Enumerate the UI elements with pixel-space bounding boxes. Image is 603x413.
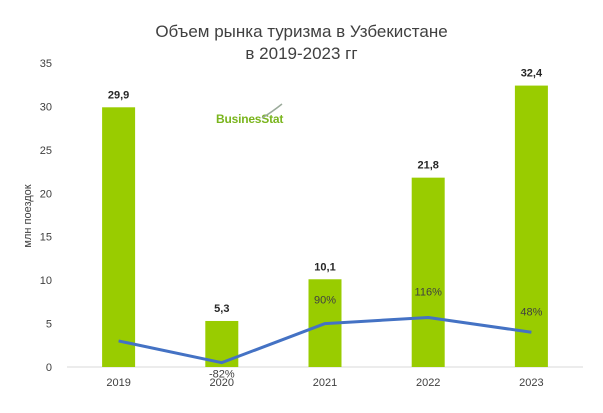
logo-swoosh — [261, 103, 283, 119]
x-tick-label: 2020 — [210, 377, 234, 389]
y-tick-label: 10 — [40, 275, 52, 287]
growth-label: -82% — [209, 369, 235, 381]
chart-title-line1: Объем рынка туризма в Узбекистане — [155, 22, 448, 41]
x-tick-label: 2019 — [106, 377, 130, 389]
bar-value-label: 10,1 — [314, 261, 335, 273]
x-tick-label: 2022 — [416, 377, 440, 389]
x-tick-label: 2023 — [519, 377, 543, 389]
growth-label: 90% — [314, 295, 336, 307]
y-tick-label: 35 — [40, 58, 52, 70]
y-tick-label: 0 — [46, 362, 52, 374]
y-tick-label: 30 — [40, 101, 52, 113]
bar — [514, 85, 548, 367]
growth-line — [118, 315, 532, 365]
y-tick-label: 15 — [40, 232, 52, 244]
bar-value-label: 5,3 — [214, 303, 229, 315]
y-tick-label: 20 — [40, 188, 52, 200]
y-tick-label: 5 — [46, 319, 52, 331]
growth-label: 48% — [520, 306, 542, 318]
bar — [102, 107, 136, 367]
bar-value-label: 21,8 — [417, 160, 438, 172]
x-tick-label: 2021 — [313, 377, 337, 389]
chart-title-line2: в 2019-2023 гг — [245, 44, 358, 63]
bar-value-label: 29,9 — [108, 89, 129, 101]
bar — [411, 177, 445, 367]
bar-value-label: 32,4 — [521, 68, 543, 80]
y-tick-label: 25 — [40, 145, 52, 157]
growth-label: 116% — [415, 286, 443, 298]
